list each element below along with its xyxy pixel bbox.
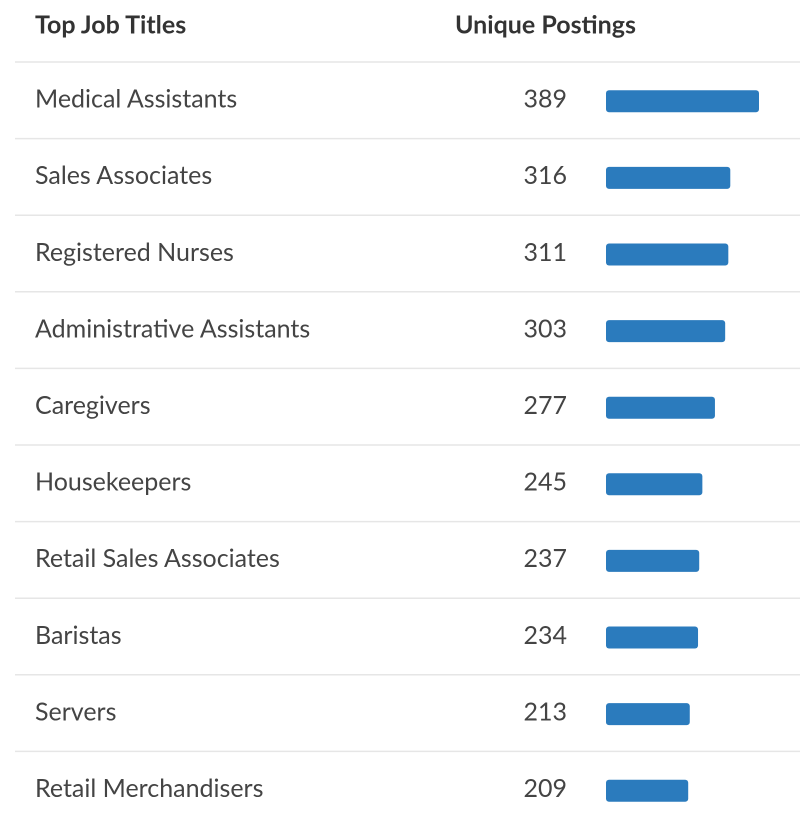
job-title: Sales Associates: [35, 160, 212, 190]
bar: [606, 396, 715, 419]
header-postings: Unique Postings: [455, 9, 636, 39]
job-title: Administrative Assistants: [35, 313, 310, 343]
posting-count: 316: [523, 160, 567, 190]
job-title: Caregivers: [35, 390, 151, 420]
posting-count: 311: [523, 237, 567, 267]
bar: [606, 549, 700, 572]
bar: [606, 90, 759, 113]
job-title: Retail Merchandisers: [35, 773, 263, 803]
job-title: Housekeepers: [35, 467, 191, 497]
bar: [606, 779, 689, 802]
bar: [606, 243, 729, 266]
job-title: Retail Sales Associates: [35, 543, 280, 573]
posting-count: 237: [523, 543, 567, 573]
job-title: Registered Nurses: [35, 237, 234, 267]
posting-count: 234: [523, 620, 567, 650]
posting-count: 245: [523, 467, 567, 497]
posting-count: 277: [523, 390, 567, 420]
bar: [606, 473, 703, 496]
header-title: Top Job Titles: [35, 9, 186, 39]
posting-count: 213: [523, 696, 567, 726]
job-title: Servers: [35, 696, 116, 726]
bar: [606, 320, 726, 343]
posting-count: 209: [523, 773, 567, 803]
posting-count: 389: [523, 84, 567, 114]
posting-count: 303: [523, 313, 567, 343]
job-title: Medical Assistants: [35, 84, 237, 114]
bar: [606, 626, 699, 649]
bar: [606, 166, 731, 189]
bar: [606, 703, 690, 726]
job-title: Baristas: [35, 620, 122, 650]
